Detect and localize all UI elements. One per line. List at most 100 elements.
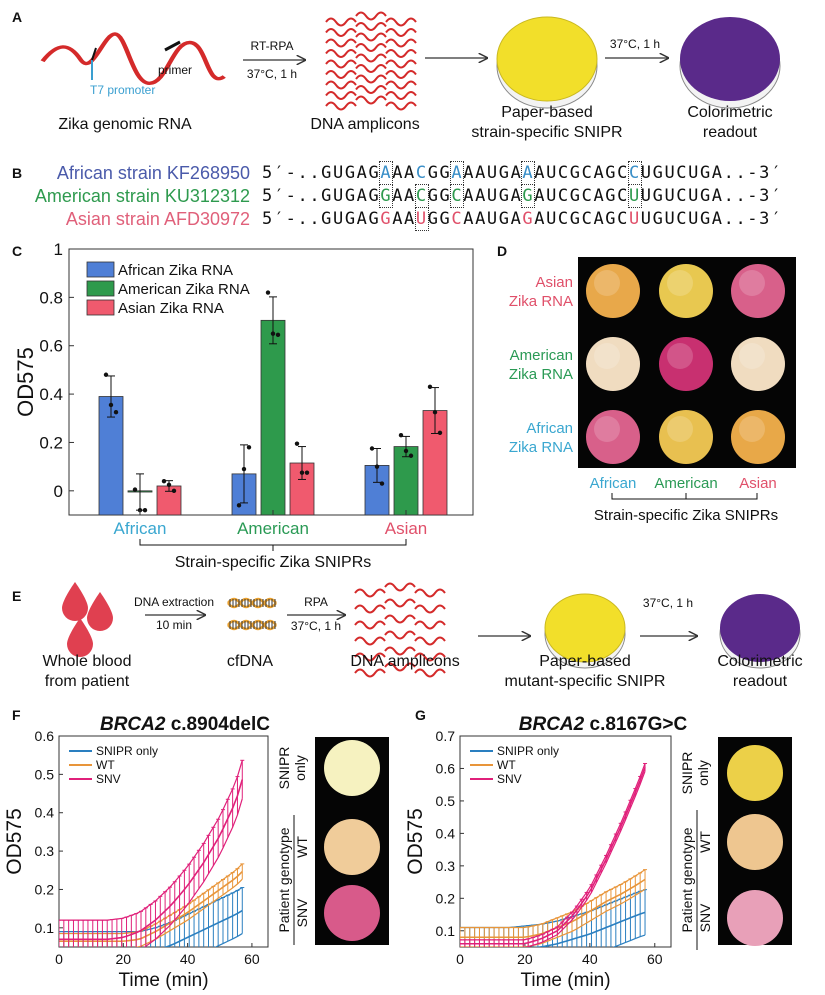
photo-label-patient-genotype: Patient genotype [276,827,292,932]
legend-label: American Zika RNA [118,281,250,298]
amplicon-wave [384,598,416,608]
legend-label: African Zika RNA [118,262,233,279]
amplicon-wave [354,636,386,646]
amplicon-wave [325,17,357,27]
y-tick-label: 0.1 [35,920,55,936]
bar [260,319,286,516]
t7-promoter-bind [91,47,97,61]
row-label: American [510,347,573,364]
sensor-disc-photo [727,814,783,870]
sensor-disc-photo [727,745,783,801]
amplicon-wave [414,668,446,678]
amplicon-wave [355,85,387,94]
category-label: Asian [385,519,428,538]
data-point [369,446,375,451]
legend-label: WT [497,758,516,772]
sequence-segment: AA [392,186,416,206]
variant-nucleotide: G [522,209,535,229]
sensor-disc-photo [731,410,785,464]
panel-label-e: E [12,588,21,604]
variant-nucleotide: C [450,184,465,208]
amplicon-wave [385,28,417,37]
amplicon-wave [414,636,446,646]
amplicon-wave [355,11,387,21]
data-point [403,448,409,454]
amplicon-wave [355,64,387,73]
x-tick-label: 20 [517,951,533,967]
x-axis-label: Time (min) [118,970,208,991]
amplicon-wave [355,22,387,31]
row-label: African [526,420,573,437]
y-axis-label: OD575 [3,808,26,875]
dna-amplicons-icon [354,582,446,678]
data-point [171,488,177,494]
amplicon-wave [325,101,357,111]
amplicon-wave [354,604,386,614]
y-axis-label: OD575 [13,347,38,417]
disc-highlight [667,343,693,369]
sequence-segment: UGUCUGA..-3′ [640,186,783,206]
disc-highlight [667,416,693,442]
y-tick-label: 0.3 [35,843,55,859]
data-point [408,453,414,458]
amplicon-wave [325,49,357,58]
variant-nucleotide: U [414,207,429,231]
panel-a-workflow: T7 promoter primer Zika genomic RNA RT-R… [40,11,781,141]
amplicon-wave [355,43,387,52]
plot-frame [58,735,269,948]
amplicon-wave [385,91,417,100]
data-point [161,478,167,484]
column-label: American [654,475,717,492]
primer-label: primer [158,63,192,77]
sequence-row: 5′-..GUGAGGAACGGCAAUGAGAUCGCAGCUUGUCUGA.… [262,184,783,208]
x-tick-label: 20 [116,951,132,967]
amplicon-wave [355,53,387,63]
sequence-segment: AUCGCAGC [534,163,629,183]
sensor-label-1: Paper-based [501,104,593,121]
y-tick-label: 0.2 [35,881,55,897]
readout-label-2: readout [703,124,758,141]
sensor-disc-photo [324,740,380,796]
panel-d-photo-grid: Asian Zika RNA American Zika RNA African Zika… [509,257,796,524]
row-label: Asian [535,274,573,291]
plot-area [460,762,648,947]
amplicon-wave [325,70,357,79]
data-point [236,503,242,508]
panel-label-f: F [12,707,21,723]
amplicon-wave [354,652,386,662]
panel-e-workflow: Whole blood from patient DNA extraction … [43,582,803,690]
data-point [241,466,247,472]
chart-title: BRCA2 c.8167G>C [519,714,688,735]
rt-rpa-label: RT-RPA [251,39,294,53]
amplicon-wave [355,74,387,84]
group-bracket [139,539,407,551]
y-tick-label: 0 [54,482,63,501]
dna-amplicons-icon [325,11,417,111]
series-line [59,779,244,941]
data-point [142,507,148,513]
rpa-condition: 37°C, 1 h [291,619,341,633]
amplicon-wave [385,49,417,58]
cfdna-helix-icon [227,597,277,631]
variant-nucleotide: G [380,209,393,229]
data-point [427,384,433,390]
data-point [275,332,281,338]
sensor-label-2: strain-specific SNIPR [471,124,622,141]
series-line [460,767,646,945]
photo-label-snipr: SNIPR [679,752,695,795]
panel-label-g: G [415,707,426,723]
amplicon-wave [385,70,417,79]
sequence-segment: AAUGA [463,163,523,183]
amplicon-wave [355,32,387,42]
blood-drops-icon [62,582,113,657]
amplicon-wave [325,38,357,48]
gene-name: BRCA2 [100,714,166,735]
legend-label: SNV [497,772,522,786]
row-label: Zika RNA [509,366,573,383]
line-chart-brca2-8904delc: BRCA2 c.8904delC 0.1 0.2 0.3 0.4 0.5 0.6 0 20 40 6… [3,714,389,991]
sensor-label-e-1: Paper-based [539,653,631,670]
gene-name: BRCA2 [519,714,585,735]
variant-nucleotide: G [379,184,394,208]
amplicon-wave [385,101,417,111]
data-point [299,470,305,475]
